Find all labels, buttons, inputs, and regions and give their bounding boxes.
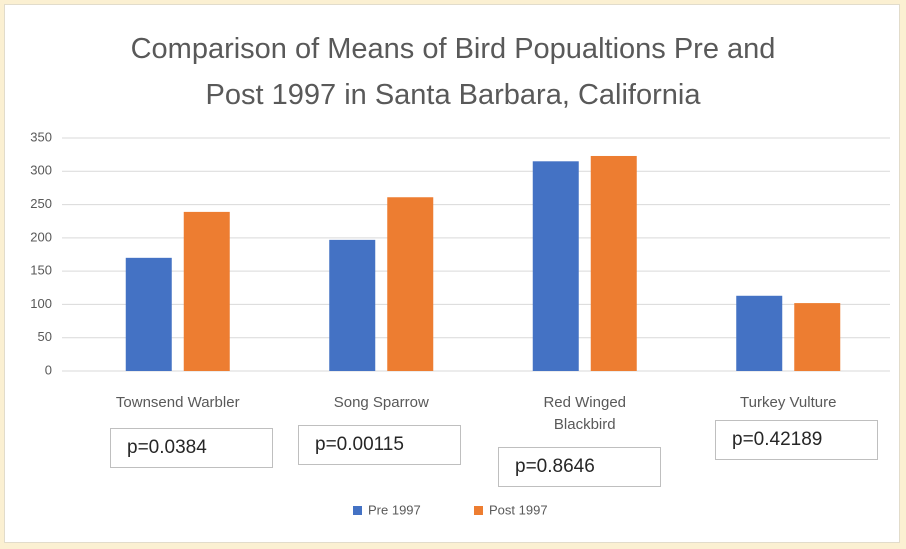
legend-swatch xyxy=(353,506,362,515)
x-tick-label: Turkey Vulture xyxy=(740,394,837,411)
bar xyxy=(329,239,376,371)
y-tick-label: 350 xyxy=(30,129,52,144)
x-tick-label: Song Sparrow xyxy=(333,394,429,411)
y-tick-label: 50 xyxy=(38,329,52,344)
x-tick-label: Townsend Warbler xyxy=(115,394,240,411)
bar xyxy=(387,197,434,371)
bar xyxy=(125,257,172,371)
y-tick-label: 150 xyxy=(30,263,52,278)
bar xyxy=(736,295,783,371)
p-value-annotation: p=0.00115 xyxy=(298,425,461,465)
y-tick-label: 200 xyxy=(30,229,52,244)
y-tick-label: 300 xyxy=(30,163,52,178)
legend-label: Pre 1997 xyxy=(368,502,421,517)
legend-swatch xyxy=(474,506,483,515)
x-tick-label: Red Winged Blackbird xyxy=(543,394,627,433)
y-tick-label: 250 xyxy=(30,196,52,211)
y-tick-label: 0 xyxy=(45,362,52,377)
p-value-annotation: p=0.8646 xyxy=(498,447,661,487)
legend-label: Post 1997 xyxy=(489,502,548,517)
p-value-annotation: p=0.42189 xyxy=(715,420,878,460)
p-value-annotation: p=0.0384 xyxy=(110,428,273,468)
y-tick-label: 100 xyxy=(30,296,52,311)
chart-title: Comparison of Means of Bird Popualtions … xyxy=(130,33,776,111)
bar xyxy=(532,161,579,371)
bar xyxy=(794,303,841,371)
bar xyxy=(590,155,637,371)
bar xyxy=(183,211,230,371)
